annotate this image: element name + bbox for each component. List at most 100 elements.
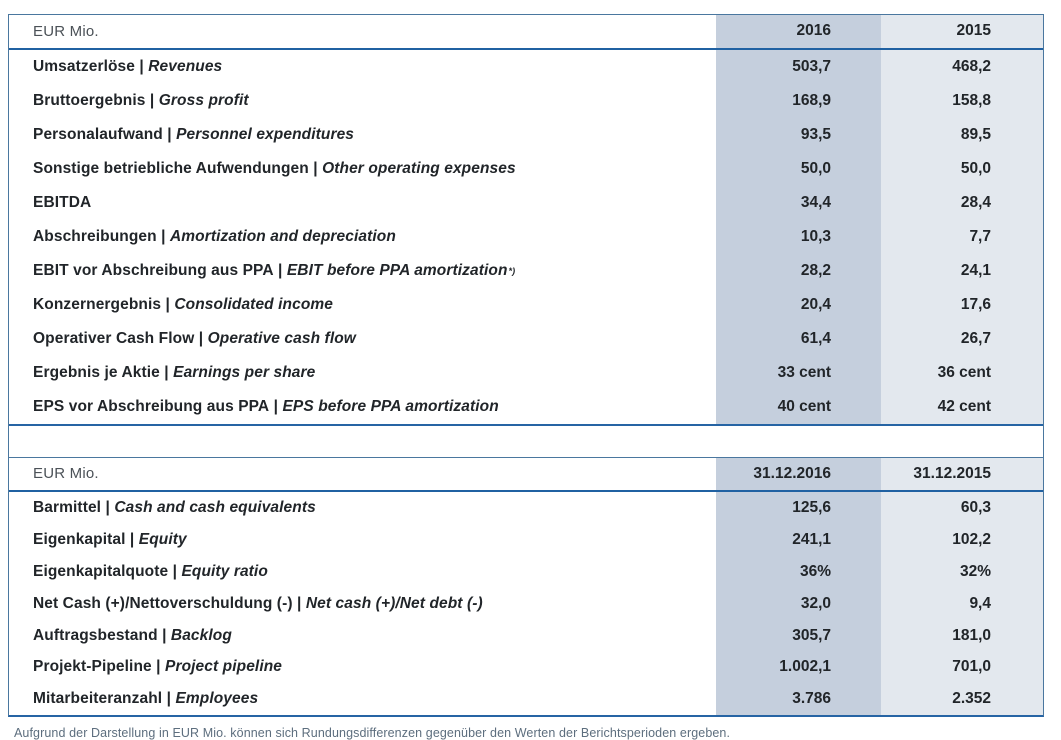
row-label: Auftragsbestand | Backlog — [9, 620, 716, 652]
label-english: Equity ratio — [181, 562, 268, 580]
table-row: Projekt-Pipeline | Project pipeline 1.002… — [9, 651, 1043, 684]
row-label: Projekt-Pipeline | Project pipeline — [9, 651, 716, 683]
label-english: Other operating expenses — [322, 159, 516, 177]
table-header: EUR Mio. 2016 2015 — [9, 15, 1043, 50]
value-2015: 36 cent — [881, 355, 1043, 390]
value-2015: 42 cent — [881, 389, 1043, 424]
label-german: Net Cash (+)/Nettoverschuldung (-) — [33, 594, 293, 612]
value-2016: 305,7 — [716, 619, 881, 652]
table-row: Operativer Cash Flow | Operative cash fl… — [9, 321, 1043, 356]
value-2016: 168,9 — [716, 83, 881, 118]
value-2016: 28,2 — [716, 253, 881, 288]
table-row: Bruttoergebnis | Gross profit 168,9 158,8 — [9, 83, 1043, 118]
value-2016: 503,7 — [716, 49, 881, 84]
value-2015: 24,1 — [881, 253, 1043, 288]
value-2016: 50,0 — [716, 151, 881, 186]
table-row: Ergebnis je Aktie | Earnings per share 33… — [9, 355, 1043, 390]
table-row: Barmittel | Cash and cash equivalents 125… — [9, 492, 1043, 524]
row-label: Sonstige betriebliche Aufwendungen | Oth… — [9, 152, 716, 186]
label-separator: | — [273, 261, 287, 279]
label-separator: | — [135, 57, 149, 75]
header-unit-label: EUR Mio. — [33, 465, 99, 483]
row-label: Mitarbeiteranzahl | Employees — [9, 683, 716, 715]
label-german: Eigenkapitalquote — [33, 562, 169, 580]
value-2016: 1.002,1 — [716, 651, 881, 684]
value-2015: 7,7 — [881, 219, 1043, 254]
label-english: EPS before PPA amortization — [282, 397, 499, 415]
table-row: Konzernergebnis | Consolidated income 20,… — [9, 287, 1043, 322]
label-separator: | — [194, 329, 208, 347]
rounding-footnote: Aufgrund der Darstellung in EUR Mio. kön… — [14, 726, 731, 740]
label-german: Auftragsbestand — [33, 626, 158, 644]
label-english: Gross profit — [158, 91, 249, 109]
label-german: Sonstige betriebliche Aufwendungen — [33, 159, 309, 177]
label-english: Equity — [138, 530, 187, 548]
label-english: Employees — [175, 690, 259, 708]
label-separator: | — [308, 159, 323, 177]
row-label: Ergebnis je Aktie | Earnings per share — [9, 356, 716, 390]
label-german: Bruttoergebnis — [33, 91, 146, 109]
header-unit-label: EUR Mio. — [33, 22, 99, 40]
value-2015: 468,2 — [881, 49, 1043, 84]
row-label: EBITDA — [9, 186, 716, 220]
value-2016: 20,4 — [716, 287, 881, 322]
table-row: EPS vor Abschreibung aus PPA | EPS befor… — [9, 389, 1043, 424]
header-date-2015: 31.12.2015 — [881, 457, 1043, 490]
label-separator: | — [162, 690, 176, 708]
table-row: Umsatzerlöse | Revenues 503,7 468,2 — [9, 49, 1043, 84]
label-german: Operativer Cash Flow — [33, 329, 195, 347]
row-label: Eigenkapitalquote | Equity ratio — [9, 556, 716, 588]
label-english: Project pipeline — [165, 658, 283, 676]
section-divider-gap — [9, 425, 1043, 457]
label-separator: | — [292, 594, 306, 612]
table-row: Abschreibungen | Amortization and deprec… — [9, 219, 1043, 254]
label-german: EBITDA — [33, 193, 92, 211]
value-2015: 32% — [881, 555, 1043, 588]
row-label: Operativer Cash Flow | Operative cash fl… — [9, 322, 716, 356]
row-label: Personalaufwand | Personnel expenditures — [9, 118, 716, 152]
row-label: EBIT vor Abschreibung aus PPA | EBIT bef… — [33, 261, 516, 279]
value-2015: 181,0 — [881, 619, 1043, 652]
header-year-2015: 2015 — [881, 15, 1043, 48]
label-english: Amortization and depreciation — [169, 227, 396, 245]
label-english: EBIT before PPA amortization — [286, 261, 508, 279]
value-2016: 3.786 — [716, 683, 881, 716]
income-statement-section: EUR Mio. 2016 2015 Umsatzerlöse | Revenu… — [9, 15, 1043, 426]
label-german: Abschreibungen — [33, 227, 157, 245]
value-2015: 50,0 — [881, 151, 1043, 186]
balance-sheet-rows: Barmittel | Cash and cash equivalents 125… — [9, 492, 1043, 716]
value-2015: 17,6 — [881, 287, 1043, 322]
value-2015: 89,5 — [881, 117, 1043, 152]
label-english: Personnel expenditures — [176, 125, 355, 143]
label-german: Konzernergebnis — [33, 295, 162, 313]
table-row: Mitarbeiteranzahl | Employees 3.786 2.352 — [9, 683, 1043, 716]
table-row: Net Cash (+)/Nettoverschuldung (-) | Net… — [9, 587, 1043, 620]
label-german: EPS vor Abschreibung aus PPA — [33, 397, 270, 415]
value-2015: 2.352 — [881, 683, 1043, 716]
label-english: Operative cash flow — [207, 329, 356, 347]
value-2015: 28,4 — [881, 185, 1043, 220]
label-english: Consolidated income — [174, 295, 333, 313]
income-statement-rows: Umsatzerlöse | Revenues 503,7 468,2 Bruttoe… — [9, 49, 1043, 424]
label-separator: | — [269, 397, 283, 415]
value-2015: 158,8 — [881, 83, 1043, 118]
label-separator: | — [125, 530, 139, 548]
table-row: Eigenkapital | Equity 241,1 102,2 — [9, 523, 1043, 556]
value-2015: 26,7 — [881, 321, 1043, 356]
value-2016: 33 cent — [716, 355, 881, 390]
label-english: Revenues — [148, 57, 223, 75]
label-separator: | — [159, 363, 174, 381]
table-row: Auftragsbestand | Backlog 305,7 181,0 — [9, 619, 1043, 652]
row-label: Net Cash (+)/Nettoverschuldung (-) | Net… — [9, 588, 716, 620]
value-2016: 32,0 — [716, 587, 881, 620]
label-separator: | — [157, 626, 171, 644]
row-label: Konzernergebnis | Consolidated income — [9, 288, 716, 322]
table-row: Sonstige betriebliche Aufwendungen | Oth… — [9, 151, 1043, 186]
header-year-2016: 2016 — [716, 15, 881, 48]
label-separator: | — [101, 498, 115, 516]
value-2016: 241,1 — [716, 523, 881, 556]
value-2015: 102,2 — [881, 523, 1043, 556]
label-german: EBIT vor Abschreibung aus PPA — [33, 261, 274, 279]
label-separator: | — [161, 295, 175, 313]
row-label: Bruttoergebnis | Gross profit — [9, 84, 716, 118]
